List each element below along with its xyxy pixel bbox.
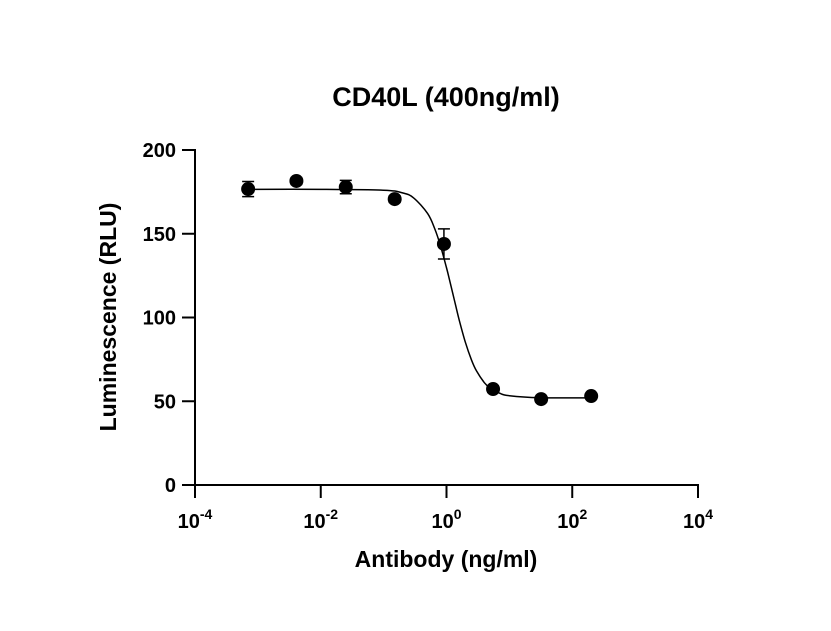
data-point: [486, 382, 501, 397]
y-tick-label: 50: [154, 391, 176, 413]
data-point: [534, 392, 549, 407]
x-tick-label: 104: [683, 506, 713, 533]
data-point: [436, 236, 451, 251]
tick-exponent: 4: [705, 506, 713, 522]
y-tick-label: 0: [165, 475, 176, 497]
x-tick-label: 10-4: [178, 506, 213, 533]
x-tick-label: 10-2: [303, 506, 338, 533]
chart-title: CD40L (400ng/ml): [332, 82, 560, 112]
x-tick-label: 102: [557, 506, 587, 533]
tick-base: 10: [557, 511, 579, 533]
tick-base: 10: [178, 511, 200, 533]
y-tick-label: 150: [143, 224, 176, 246]
tick-base: 10: [303, 511, 325, 533]
tick-base: 10: [431, 511, 453, 533]
fit-curve: [248, 188, 592, 399]
data-point: [241, 182, 256, 197]
tick-exponent: 0: [454, 506, 462, 522]
data-point: [584, 389, 599, 404]
x-axis-label: Antibody (ng/ml): [355, 546, 538, 572]
y-tick-label: 100: [143, 308, 176, 330]
data-point: [289, 173, 304, 188]
tick-exponent: -2: [326, 506, 339, 522]
y-axis-label: Luminescence (RLU): [95, 203, 121, 432]
tick-base: 10: [683, 511, 705, 533]
x-tick-label: 100: [431, 506, 461, 533]
data-point: [338, 180, 353, 195]
data-point: [387, 192, 402, 207]
y-tick-label: 200: [143, 140, 176, 162]
tick-exponent: -4: [200, 506, 213, 522]
tick-exponent: 2: [579, 506, 587, 522]
